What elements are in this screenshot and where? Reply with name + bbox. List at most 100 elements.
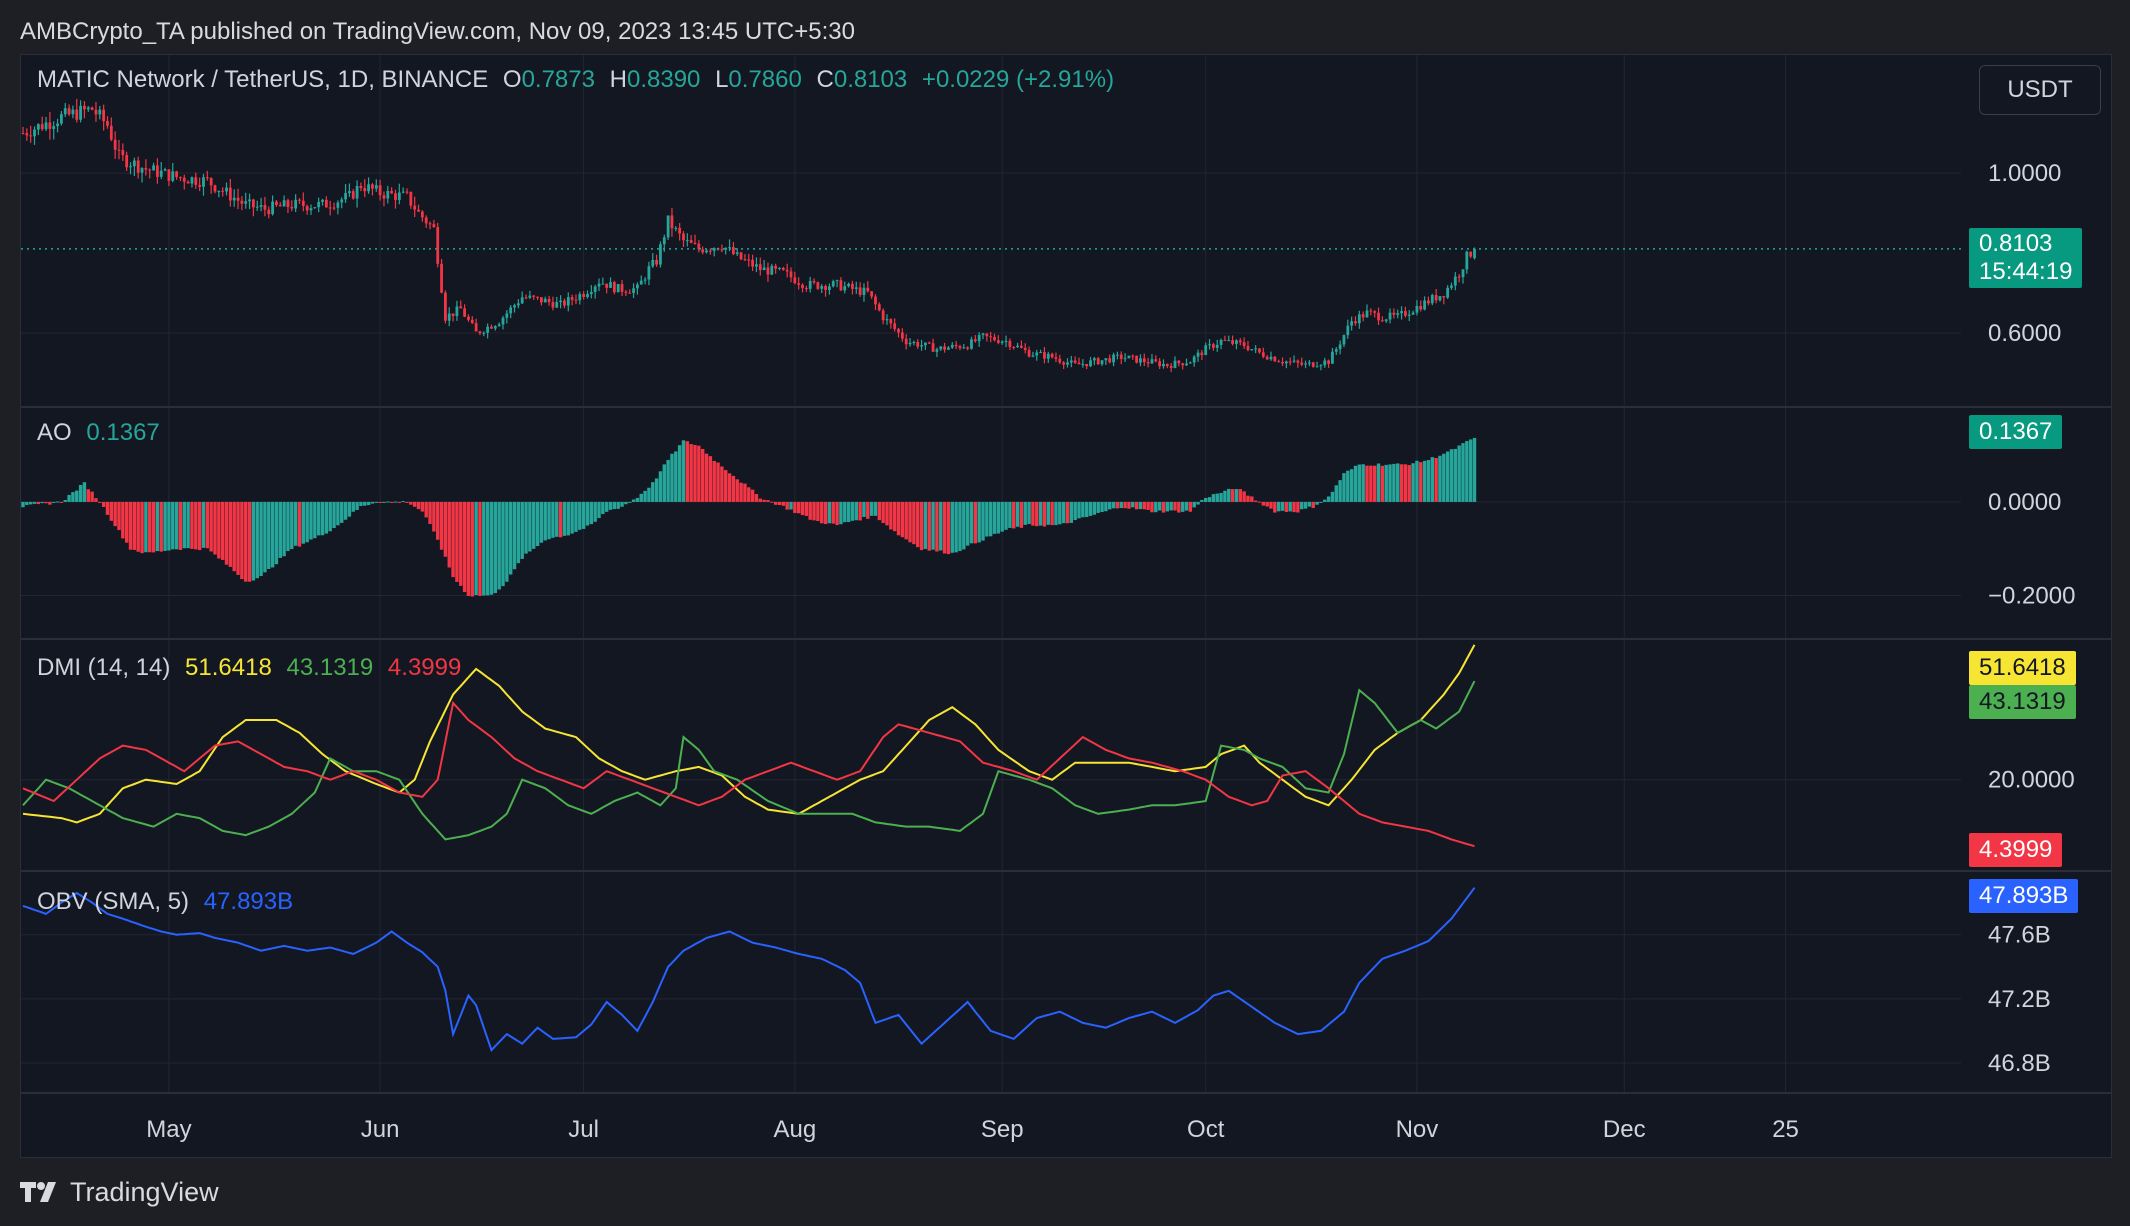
candle-body [94,109,98,115]
chart-svg[interactable]: May Jun Jul Aug Sep Oct Nov Dec 25 1.0000 0.6000 0.… [21,55,2111,1157]
ao-bar [355,501,359,510]
ao-bar [889,501,893,530]
candle-body [186,181,190,184]
ao-bar [1008,501,1012,528]
candle-body [1311,362,1315,367]
candle-body [267,209,271,215]
ao-bar [151,501,156,553]
ao-bar [1292,501,1296,513]
ao-bar [1134,501,1139,510]
ao-bar [232,501,236,572]
ao-bar [320,501,325,536]
candle-body [371,184,374,189]
candle-body [708,250,712,252]
candle-body [117,149,121,151]
ao-bar [969,501,974,544]
ao-bar [132,501,137,550]
ao-bar [712,460,716,502]
ao-pane[interactable] [21,437,1477,597]
ao-bar [267,501,271,569]
candle-body [996,340,1000,343]
dmi-pane[interactable] [22,644,1476,848]
candle-body [301,200,305,207]
dmi-title: DMI (14, 14) [37,654,171,681]
candle-body [1096,358,1100,365]
candle-body [33,129,36,137]
ao-bar [1065,501,1070,524]
candle-body [163,169,167,171]
candle-body [1204,345,1208,356]
candle-body [501,317,505,325]
candle-body [167,169,171,181]
ao-bar [1388,464,1392,502]
candle-body [497,324,501,327]
ao-bar [78,485,83,502]
grid-lines [21,55,2111,1094]
candle-body [455,306,459,317]
ao-bar [1426,460,1431,502]
ao-bar [462,501,467,593]
candle-body [682,233,685,241]
candle-body [1384,319,1388,322]
ao-bar [278,501,282,558]
ao-bar [205,501,210,549]
ao-bar [44,501,48,504]
ao-bar [516,501,521,564]
ao-bar [543,501,547,541]
obv-pane[interactable] [22,887,1476,1052]
ao-bar [1207,497,1212,502]
candle-body [213,185,217,192]
ao-bar [670,453,674,502]
candle-body [286,200,290,207]
ao-bar [985,501,989,537]
candle-body [109,125,113,140]
price-pane[interactable] [21,98,1961,373]
ao-bar [270,501,275,568]
candle-body [1457,276,1461,278]
candle-body [935,349,939,352]
candle-body [601,283,605,285]
ao-bar [240,501,244,580]
ao-bar [896,501,901,536]
candle-body [1150,359,1154,364]
candle-body [1046,353,1050,359]
ao-bar [823,501,828,525]
ao-bar [812,501,816,521]
candle-body [1158,361,1162,367]
candle-body [263,205,267,210]
candle-body [152,165,155,171]
candle-body [367,184,370,192]
ao-bar [71,492,75,502]
ao-bar [217,501,221,559]
candle-body [490,326,493,329]
candle-body [1200,352,1204,356]
candle-body [762,267,766,271]
candle-body [563,300,566,306]
ao-value-tag: 0.1367 [1969,415,2063,449]
ao-bar [101,501,106,508]
candle-body [831,281,835,287]
currency-button[interactable]: USDT [1979,65,2101,115]
y-tick-label: −0.2000 [1988,583,2075,610]
candle-body [332,207,336,209]
candle-body [1085,363,1089,367]
x-tick-label: Dec [1603,1116,1646,1143]
candle-body [685,240,689,242]
candle-body [340,199,344,203]
candle-body [102,109,106,122]
ao-bar [382,501,386,503]
chart-area[interactable]: May Jun Jul Aug Sep Oct Nov Dec 25 1.0000 0.6000 0.… [20,54,2112,1158]
ao-bar [1069,501,1074,523]
ao-bar [555,501,559,537]
ao-bar [1453,448,1458,502]
candle-body [1185,363,1188,366]
candle-body [463,308,466,317]
candle-body [555,302,559,308]
candle-body [209,178,213,186]
tradingview-logo-icon [20,1182,56,1202]
obv-value: 47.893B [203,888,294,915]
candle-body [1208,344,1211,346]
ao-bar [1100,501,1104,513]
ao-bar [378,501,382,504]
ao-bar [1223,490,1227,502]
